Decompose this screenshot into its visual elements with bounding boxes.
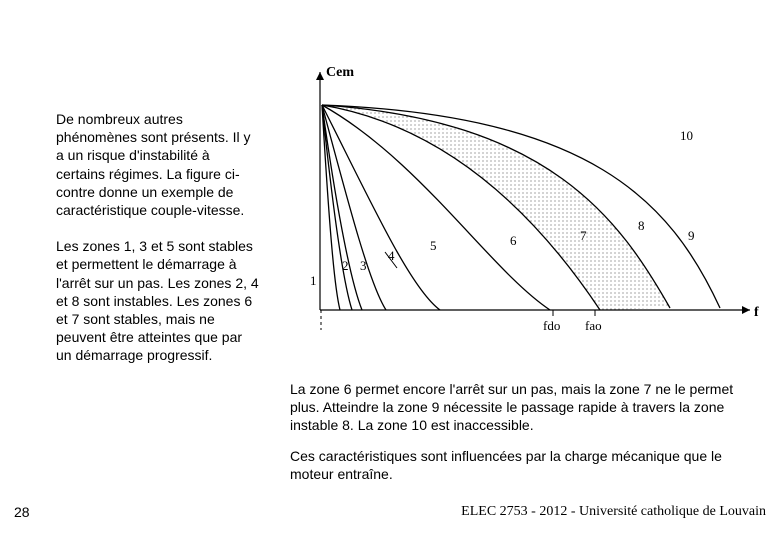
svg-text:7: 7 — [580, 228, 587, 243]
svg-text:fao: fao — [585, 318, 602, 333]
svg-text:Cem: Cem — [326, 65, 354, 80]
svg-text:8: 8 — [638, 218, 645, 233]
svg-text:6: 6 — [510, 233, 517, 248]
slide-number: 28 — [14, 504, 30, 520]
svg-text:3: 3 — [360, 258, 367, 273]
left-paragraph-2: Les zones 1, 3 et 5 sont stables et perm… — [56, 237, 261, 364]
svg-text:9: 9 — [688, 228, 695, 243]
svg-text:4: 4 — [388, 248, 395, 263]
svg-text:10: 10 — [680, 128, 693, 143]
svg-text:5: 5 — [430, 238, 437, 253]
svg-text:2: 2 — [342, 258, 349, 273]
left-paragraph-1: De nombreux autres phénomènes sont prése… — [56, 110, 261, 219]
svg-text:fdo: fdo — [543, 318, 560, 333]
svg-text:1: 1 — [310, 273, 317, 288]
right-paragraph-2: Ces caractéristiques sont influencées pa… — [290, 447, 760, 483]
footer-text: ELEC 2753 - 2012 - Université catholique… — [461, 504, 766, 520]
right-paragraph-1: La zone 6 permet encore l'arrêt sur un p… — [290, 380, 760, 435]
torque-speed-chart: Cemffdofao12345678910 — [290, 60, 770, 360]
svg-text:f: f — [754, 305, 759, 320]
